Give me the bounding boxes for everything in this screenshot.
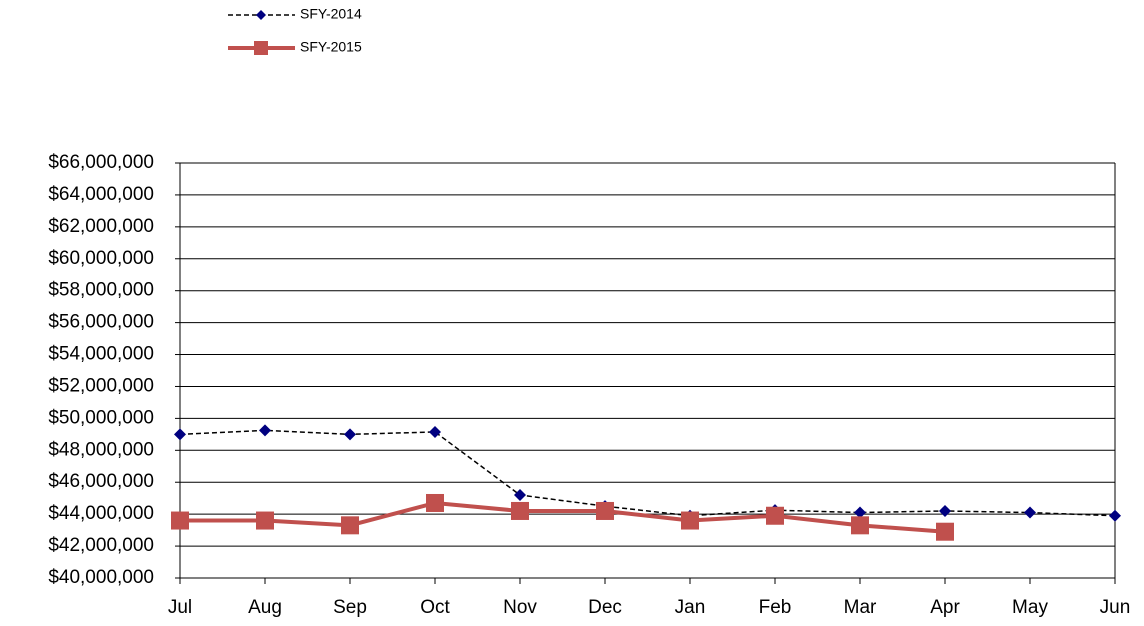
data-point (596, 501, 614, 520)
data-point (256, 511, 274, 530)
data-point (939, 504, 951, 517)
y-tick-label: $54,000,000 (48, 344, 154, 365)
data-point (259, 424, 271, 437)
y-tick-label: $40,000,000 (48, 567, 154, 588)
y-tick-label: $42,000,000 (48, 535, 154, 556)
series-line (179, 429, 1116, 517)
x-tick-label: Apr (930, 597, 960, 618)
y-tick-label: $56,000,000 (48, 312, 154, 333)
y-tick-label: $64,000,000 (48, 184, 154, 205)
x-tick-label: Jun (1100, 597, 1131, 618)
data-point (171, 511, 189, 530)
data-point (936, 522, 954, 541)
y-tick-label: $60,000,000 (48, 248, 154, 269)
legend-label: SFY-2015 (300, 39, 362, 55)
x-tick-label: Mar (844, 597, 877, 618)
data-point (851, 516, 869, 535)
y-tick-label: $44,000,000 (48, 503, 154, 524)
x-tick-label: Oct (420, 597, 450, 618)
legend-marker (256, 10, 266, 20)
x-tick-label: Jan (675, 597, 706, 618)
y-tick-label: $46,000,000 (48, 471, 154, 492)
data-point (426, 493, 444, 512)
y-tick-label: $66,000,000 (48, 152, 154, 173)
legend-label: SFY-2014 (300, 6, 362, 22)
x-tick-label: Aug (248, 597, 282, 618)
y-tick-label: $52,000,000 (48, 375, 154, 396)
legend-marker (254, 41, 268, 55)
data-point (429, 425, 441, 438)
data-point (766, 506, 784, 525)
data-point (681, 511, 699, 530)
x-tick-label: Nov (503, 597, 537, 618)
data-point (1109, 509, 1121, 522)
y-tick-label: $50,000,000 (48, 407, 154, 428)
data-point (511, 501, 529, 520)
x-tick-label: Sep (333, 597, 367, 618)
x-tick-label: Jul (168, 597, 192, 618)
y-tick-label: $48,000,000 (48, 439, 154, 460)
y-tick-label: $58,000,000 (48, 280, 154, 301)
y-tick-label: $62,000,000 (48, 216, 154, 237)
data-point (344, 428, 356, 441)
data-point (341, 516, 359, 535)
x-tick-label: May (1012, 597, 1048, 618)
data-point (174, 428, 186, 441)
data-point (1024, 506, 1036, 519)
x-tick-label: Feb (759, 597, 792, 618)
data-point (514, 489, 526, 501)
data-point (854, 506, 866, 519)
series-line (180, 500, 946, 534)
x-tick-label: Dec (588, 597, 622, 618)
